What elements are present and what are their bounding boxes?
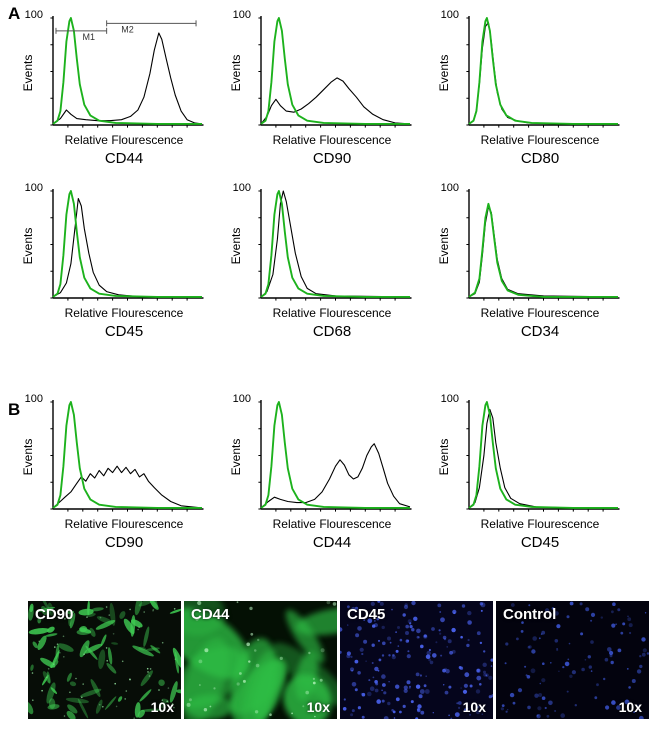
flow-plot-cd68-a: 100 Events Relative Flourescence CD68	[226, 182, 412, 340]
y-axis-title: Events	[21, 54, 35, 92]
micrograph-label: CD44	[191, 606, 230, 623]
y-axis-title: Events	[229, 438, 243, 476]
micrograph-image	[496, 601, 649, 719]
y-axis-labels: 100 Events	[226, 182, 252, 305]
panel-b-label: B	[8, 400, 21, 419]
micrograph-label: Control	[503, 606, 557, 623]
micrograph-cd90: CD90 10x	[28, 601, 181, 719]
y-max-tick: 100	[24, 393, 43, 405]
flow-plot-cd80-a: 100 Events Relative Flourescence CD80	[434, 9, 620, 167]
y-max-tick: 100	[440, 9, 459, 21]
y-max-tick: 100	[440, 393, 459, 405]
y-axis-title: Events	[229, 54, 243, 92]
x-axis-title: Relative Flourescence	[272, 306, 392, 320]
y-max-tick: 100	[232, 182, 251, 194]
y-axis-labels: 100 Events	[226, 9, 252, 132]
y-axis-title: Events	[437, 438, 451, 476]
x-axis-title: Relative Flourescence	[272, 517, 392, 531]
micrograph-cd45: CD45 10x	[340, 601, 493, 719]
magnification-label: 10x	[618, 699, 642, 715]
y-max-tick: 100	[232, 393, 251, 405]
svg-text:M1: M1	[83, 32, 96, 42]
x-axis-title: Relative Flourescence	[272, 133, 392, 147]
histogram-canvas	[258, 16, 412, 128]
magnification-label: 10x	[306, 699, 330, 715]
magnification-label: 10x	[150, 699, 174, 715]
y-axis-title: Events	[437, 54, 451, 92]
svg-text:M2: M2	[121, 24, 134, 34]
histogram-canvas: M1 M2	[50, 16, 204, 128]
y-axis-labels: 100 Events	[18, 9, 44, 132]
plot-title: CD44	[312, 534, 352, 551]
x-axis-title: Relative Flourescence	[480, 306, 600, 320]
plot-title: CD34	[520, 323, 560, 340]
x-axis-title: Relative Flourescence	[480, 517, 600, 531]
histogram-canvas	[258, 400, 412, 512]
y-axis-title: Events	[437, 227, 451, 265]
micrograph-label: CD45	[347, 606, 386, 623]
flow-plot-cd44-a: 100 Events M1 M2 Relative Flourescence CD…	[18, 9, 204, 167]
panel-a-label: A	[8, 4, 21, 23]
plot-title: CD80	[520, 150, 560, 167]
histogram-canvas	[466, 16, 620, 128]
y-axis-labels: 100 Events	[434, 393, 460, 516]
y-max-tick: 100	[24, 182, 43, 194]
y-axis-labels: 100 Events	[18, 393, 44, 516]
plot-title: CD45	[104, 323, 144, 340]
y-axis-labels: 100 Events	[434, 9, 460, 132]
y-max-tick: 100	[24, 9, 43, 21]
plot-title: CD45	[520, 534, 560, 551]
histogram-canvas	[258, 189, 412, 301]
flow-plot-cd45-b: 100 Events Relative Flourescence CD45	[434, 393, 620, 551]
micrograph-row: CD90 10x CD44 10x CD45 10x Control 10x	[0, 601, 650, 719]
flow-plot-cd44-b: 100 Events Relative Flourescence CD44	[226, 393, 412, 551]
histogram-canvas	[50, 189, 204, 301]
x-axis-title: Relative Flourescence	[64, 306, 184, 320]
y-max-tick: 100	[440, 182, 459, 194]
panel-b-row: 100 Events Relative Flourescence CD90 10…	[0, 393, 650, 551]
micrograph-control: Control 10x	[496, 601, 649, 719]
y-axis-title: Events	[229, 227, 243, 265]
x-axis-title: Relative Flourescence	[480, 133, 600, 147]
flow-plot-cd90-b: 100 Events Relative Flourescence CD90	[18, 393, 204, 551]
histogram-canvas	[50, 400, 204, 512]
x-axis-title: Relative Flourescence	[64, 517, 184, 531]
histogram-canvas	[466, 189, 620, 301]
plot-title: CD44	[104, 150, 144, 167]
y-axis-labels: 100 Events	[18, 182, 44, 305]
flow-plot-cd34-a: 100 Events Relative Flourescence CD34	[434, 182, 620, 340]
y-axis-labels: 100 Events	[434, 182, 460, 305]
y-max-tick: 100	[232, 9, 251, 21]
flow-plot-cd90-a: 100 Events Relative Flourescence CD90	[226, 9, 412, 167]
micrograph-cd44: CD44 10x	[184, 601, 337, 719]
histogram-canvas	[466, 400, 620, 512]
y-axis-title: Events	[21, 438, 35, 476]
x-axis-title: Relative Flourescence	[64, 133, 184, 147]
plot-title: CD68	[312, 323, 352, 340]
plot-title: CD90	[312, 150, 352, 167]
micrograph-image	[184, 601, 337, 719]
magnification-label: 10x	[462, 699, 486, 715]
panel-a-row-1: 100 Events M1 M2 Relative Flourescence CD…	[0, 0, 650, 167]
panel-a-row-2: 100 Events Relative Flourescence CD45 10…	[0, 182, 650, 340]
y-axis-title: Events	[21, 227, 35, 265]
micrograph-image	[28, 601, 181, 719]
micrograph-image	[340, 601, 493, 719]
y-axis-labels: 100 Events	[226, 393, 252, 516]
flow-plot-cd45-a: 100 Events Relative Flourescence CD45	[18, 182, 204, 340]
plot-title: CD90	[104, 534, 144, 551]
micrograph-label: CD90	[35, 606, 74, 623]
